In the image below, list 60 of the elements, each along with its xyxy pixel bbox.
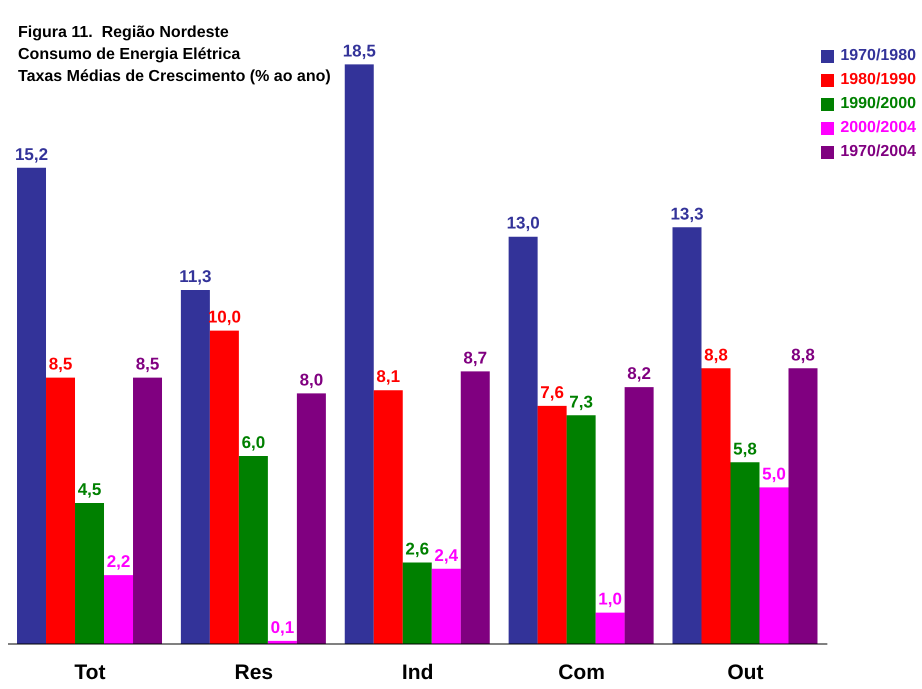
data-label: 11,3 [179, 266, 212, 286]
bar [702, 368, 730, 644]
bar [210, 330, 239, 644]
data-label: 2,2 [106, 552, 130, 572]
bar [374, 390, 403, 644]
bar [596, 612, 625, 644]
bar [538, 406, 567, 644]
bar [788, 368, 818, 644]
bar [760, 487, 788, 644]
data-label: 15,2 [14, 144, 48, 164]
data-label: 7,3 [569, 392, 593, 412]
bar [46, 378, 76, 644]
bar [296, 393, 326, 644]
data-label: 6,0 [242, 433, 266, 452]
bar [672, 227, 702, 644]
data-label: 2,6 [405, 540, 430, 559]
data-label: 8,1 [376, 367, 400, 386]
bar [180, 290, 210, 644]
data-label: 4,5 [78, 480, 102, 500]
bar [75, 503, 104, 644]
x-tick-label: Tot [74, 660, 106, 684]
legend-label: 1980/1990 [840, 70, 916, 90]
legend-label: 2000/2004 [840, 118, 916, 138]
bar [17, 168, 46, 644]
chart-subtitle: Taxas Médias de Crescimento (% ao ano) [18, 67, 331, 87]
bar [460, 371, 490, 644]
bar [730, 462, 760, 644]
bar [566, 415, 596, 644]
data-label: 2,4 [434, 546, 459, 565]
legend-label: 1990/2000 [840, 94, 916, 114]
data-label: 8,5 [136, 354, 160, 374]
bar [624, 387, 654, 644]
data-label: 8,0 [300, 370, 324, 390]
bar [402, 562, 432, 644]
x-tick-label: Out [727, 660, 764, 684]
bar [432, 568, 461, 644]
x-tick-label: Res [234, 660, 274, 684]
data-label: 1,0 [598, 590, 622, 609]
bar [104, 575, 134, 644]
bar [344, 64, 374, 644]
chart-title: Figura 11. Região Nordeste Consumo de Energia Elétrica [18, 23, 242, 65]
legend-label: 1970/2004 [840, 142, 916, 162]
data-label: 5,8 [733, 439, 757, 458]
data-label: 0,1 [270, 618, 294, 637]
data-label: 13,0 [506, 214, 540, 233]
legend-label: 1970/1980 [840, 46, 916, 66]
data-label: 7,6 [540, 382, 564, 402]
data-label: 8,8 [704, 345, 728, 364]
data-label: 18,5 [342, 41, 376, 60]
data-label: 13,3 [670, 204, 704, 224]
bar [238, 456, 268, 644]
bar [133, 378, 162, 644]
data-label: 8,7 [463, 348, 488, 368]
bar [508, 236, 538, 644]
x-tick-label: Ind [402, 660, 434, 684]
data-label: 8,5 [48, 354, 72, 374]
data-label: 8,2 [627, 364, 651, 384]
x-tick-label: Com [558, 660, 605, 684]
data-label: 8,8 [791, 345, 815, 364]
data-label: 5,0 [762, 464, 786, 484]
